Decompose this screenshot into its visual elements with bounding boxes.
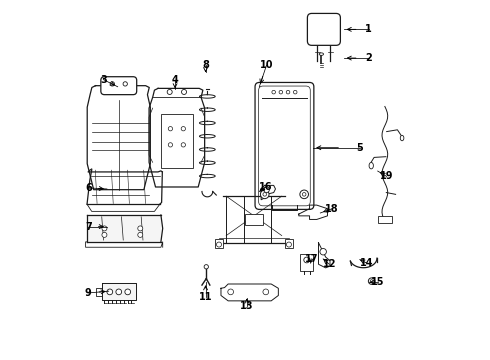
Bar — [215, 239, 223, 248]
Circle shape — [204, 265, 208, 269]
Bar — [285, 239, 293, 248]
Circle shape — [294, 90, 297, 94]
Ellipse shape — [400, 135, 404, 141]
Text: 14: 14 — [360, 258, 374, 268]
Circle shape — [110, 82, 115, 86]
Circle shape — [168, 127, 172, 131]
Circle shape — [123, 82, 127, 86]
Circle shape — [302, 193, 306, 196]
Circle shape — [138, 226, 143, 231]
Circle shape — [102, 226, 107, 231]
Circle shape — [368, 278, 375, 284]
Text: 7: 7 — [85, 222, 92, 231]
Text: 17: 17 — [305, 254, 318, 264]
Circle shape — [181, 143, 186, 147]
Polygon shape — [299, 205, 327, 220]
Circle shape — [167, 89, 172, 94]
Bar — [245, 214, 263, 225]
Text: 18: 18 — [325, 204, 339, 214]
Bar — [378, 216, 392, 223]
Text: 13: 13 — [240, 301, 253, 311]
Circle shape — [300, 190, 309, 199]
Polygon shape — [221, 284, 278, 301]
Circle shape — [279, 90, 283, 94]
Text: 3: 3 — [100, 75, 107, 85]
Text: 15: 15 — [371, 277, 385, 287]
Ellipse shape — [319, 53, 323, 55]
Circle shape — [272, 90, 275, 94]
Circle shape — [260, 190, 269, 199]
Circle shape — [181, 127, 186, 131]
Polygon shape — [87, 86, 150, 190]
Circle shape — [181, 89, 187, 94]
Polygon shape — [149, 88, 205, 187]
Circle shape — [370, 280, 373, 283]
Ellipse shape — [369, 162, 373, 169]
FancyBboxPatch shape — [307, 13, 341, 45]
Text: 4: 4 — [172, 75, 178, 85]
Circle shape — [116, 289, 122, 295]
Circle shape — [263, 193, 267, 196]
Circle shape — [287, 242, 292, 247]
Text: 8: 8 — [202, 60, 209, 70]
Circle shape — [217, 242, 221, 247]
Circle shape — [263, 289, 269, 295]
Circle shape — [304, 257, 310, 263]
Circle shape — [102, 232, 107, 237]
Bar — [161, 114, 193, 168]
FancyBboxPatch shape — [101, 77, 137, 95]
Circle shape — [286, 90, 290, 94]
Circle shape — [228, 289, 234, 295]
Text: 2: 2 — [366, 53, 372, 63]
Circle shape — [264, 187, 270, 193]
Text: 5: 5 — [356, 143, 363, 153]
Circle shape — [168, 143, 172, 147]
Text: 6: 6 — [85, 183, 92, 193]
Polygon shape — [87, 215, 160, 242]
Polygon shape — [102, 283, 136, 301]
Circle shape — [107, 289, 113, 295]
Text: 16: 16 — [259, 182, 272, 192]
Text: 10: 10 — [260, 60, 273, 70]
Text: 11: 11 — [199, 292, 212, 302]
Bar — [300, 253, 313, 271]
Circle shape — [320, 248, 326, 255]
Circle shape — [125, 289, 131, 295]
Text: 12: 12 — [322, 259, 336, 269]
Polygon shape — [318, 243, 330, 268]
Text: 19: 19 — [380, 171, 393, 181]
FancyBboxPatch shape — [259, 86, 310, 206]
Polygon shape — [261, 185, 275, 200]
FancyBboxPatch shape — [255, 82, 314, 210]
Text: 1: 1 — [366, 24, 372, 35]
Text: 9: 9 — [85, 288, 92, 298]
Circle shape — [138, 232, 143, 237]
